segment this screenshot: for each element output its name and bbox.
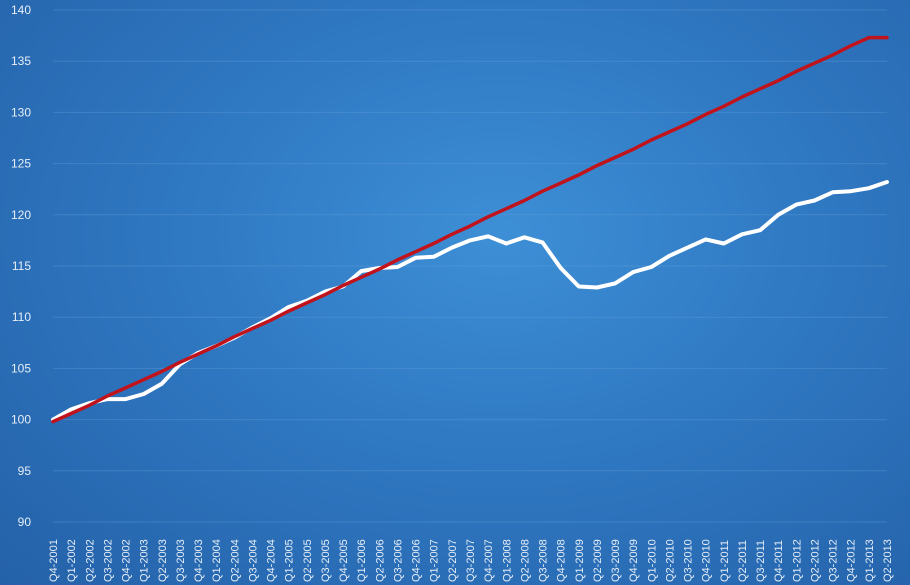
x-tick-label: Q2-2013 bbox=[882, 539, 894, 582]
x-tick-label: Q1-2011 bbox=[719, 540, 731, 582]
x-tick-label: Q3-2002 bbox=[102, 539, 114, 582]
x-tick-label: Q1-2009 bbox=[574, 539, 586, 582]
x-tick-label: Q1-2003 bbox=[139, 539, 151, 582]
x-tick-label: Q1-2008 bbox=[501, 539, 513, 582]
x-tick-label: Q1-2012 bbox=[791, 539, 803, 582]
x-tick-label: Q4-2008 bbox=[556, 539, 568, 582]
x-tick-label: Q4-2007 bbox=[483, 539, 495, 582]
x-tick-label: Q2-2004 bbox=[229, 539, 241, 582]
series-lines bbox=[51, 35, 889, 424]
y-tick-label: 130 bbox=[11, 105, 31, 119]
y-tick-label: 140 bbox=[11, 3, 31, 17]
x-tick-label: Q4-2011 bbox=[773, 540, 785, 582]
x-tick-label: Q2-2003 bbox=[157, 539, 169, 582]
x-tick-label: Q3-2007 bbox=[465, 539, 477, 582]
x-tick-label: Q1-2007 bbox=[429, 539, 441, 582]
x-tick-label: Q4-2004 bbox=[266, 539, 278, 582]
y-tick-label: 135 bbox=[11, 54, 31, 68]
y-tick-label: 120 bbox=[11, 208, 31, 222]
x-axis-tick-labels: Q4-2001 Q1-2002 Q2-2002 Q3-2002 Q4-2002 Q1-20… bbox=[48, 539, 894, 582]
x-tick-label: Q2-2012 bbox=[809, 539, 821, 582]
y-tick-label: 95 bbox=[18, 464, 32, 478]
x-tick-label: Q3-2008 bbox=[538, 539, 550, 582]
x-tick-label: Q1-2004 bbox=[211, 539, 223, 582]
x-tick-label: Q1-2002 bbox=[66, 539, 78, 582]
y-tick-label: 100 bbox=[11, 413, 31, 427]
x-tick-label: Q2-2002 bbox=[84, 539, 96, 582]
x-tick-label: Q2-2006 bbox=[374, 539, 386, 582]
grid-lines bbox=[53, 9, 887, 523]
series-line-white bbox=[51, 180, 889, 422]
y-axis-tick-labels: 90 95 100 105 110 115 120 125 130 135 140 bbox=[11, 3, 31, 529]
x-tick-label: Q4-2002 bbox=[121, 539, 133, 582]
y-tick-label: 125 bbox=[11, 157, 31, 171]
x-tick-label: Q2-2009 bbox=[592, 539, 604, 582]
x-tick-label: Q3-2012 bbox=[828, 539, 840, 582]
y-tick-label: 115 bbox=[12, 259, 31, 273]
x-tick-label: Q4-2005 bbox=[338, 539, 350, 582]
series-line-red bbox=[51, 35, 889, 424]
x-tick-label: Q4-2003 bbox=[193, 539, 205, 582]
x-tick-label: Q2-2011 bbox=[737, 540, 749, 582]
x-tick-label: Q4-2012 bbox=[846, 539, 858, 582]
x-tick-label: Q3-2011 bbox=[755, 540, 767, 582]
x-tick-label: Q1-2005 bbox=[284, 539, 296, 582]
y-tick-label: 105 bbox=[11, 361, 31, 375]
x-tick-label: Q3-2010 bbox=[683, 539, 695, 582]
x-tick-label: Q3-2004 bbox=[247, 539, 259, 582]
x-tick-label: Q2-2010 bbox=[664, 539, 676, 582]
x-tick-label: Q3-2006 bbox=[392, 539, 404, 582]
x-tick-label: Q2-2008 bbox=[519, 539, 531, 582]
x-tick-label: Q1-2013 bbox=[864, 539, 876, 582]
x-tick-label: Q3-2005 bbox=[320, 539, 332, 582]
x-tick-label: Q4-2010 bbox=[701, 539, 713, 582]
x-tick-label: Q4-2001 bbox=[48, 539, 60, 582]
x-tick-label: Q1-2010 bbox=[646, 539, 658, 582]
x-tick-label: Q1-2006 bbox=[356, 539, 368, 582]
x-tick-label: Q3-2003 bbox=[175, 539, 187, 582]
x-tick-label: Q3-2009 bbox=[610, 539, 622, 582]
y-tick-label: 110 bbox=[12, 310, 31, 324]
x-tick-label: Q4-2009 bbox=[628, 539, 640, 582]
x-tick-label: Q2-2007 bbox=[447, 539, 459, 582]
y-tick-label: 90 bbox=[18, 515, 32, 529]
x-tick-label: Q2-2005 bbox=[302, 539, 314, 582]
x-tick-label: Q4-2006 bbox=[411, 539, 423, 582]
